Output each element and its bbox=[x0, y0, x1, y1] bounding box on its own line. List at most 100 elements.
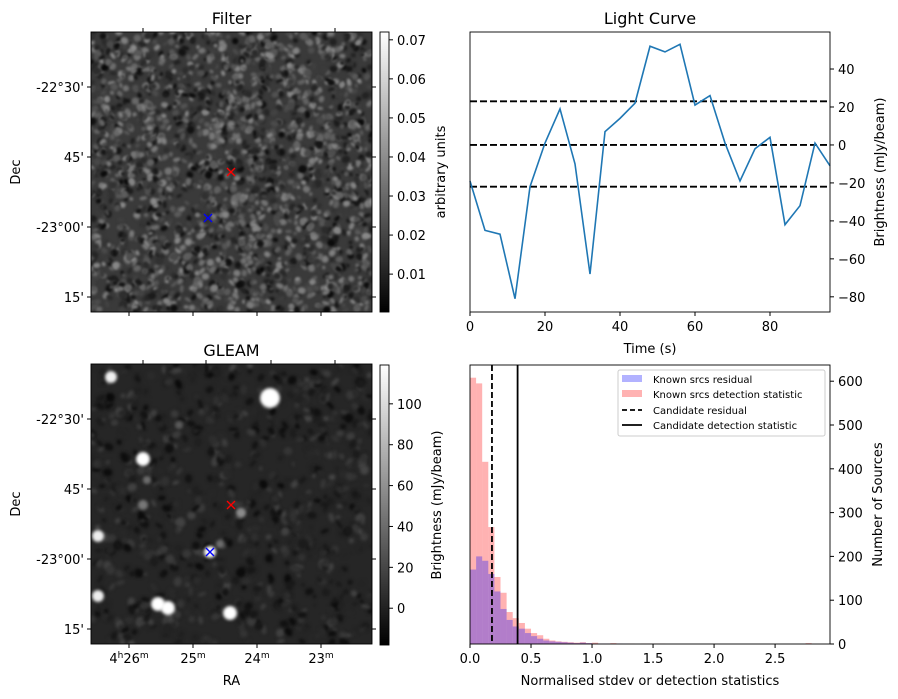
x-tick-label: 80 bbox=[762, 320, 779, 335]
y-tick-label: 0 bbox=[838, 139, 846, 154]
ra-tick-label: 24m bbox=[244, 651, 269, 667]
histogram-bar bbox=[494, 591, 501, 644]
ra-tick-label-part: 23 bbox=[308, 652, 325, 667]
ra-tick-label-part: 4 bbox=[109, 652, 117, 667]
histogram-bar bbox=[506, 612, 513, 644]
ra-tick-label-part: m bbox=[325, 651, 334, 661]
known-source-marker bbox=[205, 547, 215, 557]
x-tick-label: 2.5 bbox=[765, 652, 786, 667]
histogram-bar bbox=[470, 569, 477, 644]
dec-tick-label: -22°30' bbox=[36, 413, 84, 428]
image-axes-frame bbox=[90, 31, 373, 313]
candidate-marker bbox=[226, 167, 236, 177]
dec-axis-label: Dec bbox=[9, 159, 24, 184]
histogram-bar bbox=[555, 641, 562, 644]
colorbar-frame bbox=[379, 364, 390, 646]
y-tick-label: 40 bbox=[838, 63, 855, 78]
colorbar-label: Brightness (mJy/beam) bbox=[430, 431, 445, 580]
colorbar-tick-label: 0.06 bbox=[397, 73, 426, 88]
histogram-bar bbox=[549, 641, 556, 644]
y-tick-label: −40 bbox=[838, 215, 865, 230]
histogram-bar bbox=[567, 642, 574, 644]
gleam-colorbar bbox=[380, 365, 389, 645]
x-tick-label: 20 bbox=[537, 320, 554, 335]
histogram-bar bbox=[579, 642, 586, 644]
ra-tick-label-part: 26 bbox=[123, 652, 140, 667]
colorbar-tick-label: 0.07 bbox=[397, 34, 426, 49]
legend-box bbox=[617, 369, 826, 437]
histogram-bar bbox=[470, 377, 477, 644]
histogram-bar bbox=[518, 622, 525, 644]
histogram-bar bbox=[537, 638, 544, 644]
histogram-bar bbox=[482, 461, 489, 644]
x-axis-label: Normalised stdev or detection statistics bbox=[521, 674, 780, 689]
histogram-bar bbox=[500, 608, 507, 644]
ra-tick-label-part: m bbox=[140, 651, 149, 661]
histogram-bar bbox=[543, 640, 550, 644]
ra-tick-label-part: 25 bbox=[180, 652, 197, 667]
histogram-bar bbox=[512, 618, 519, 644]
histogram-bar bbox=[573, 642, 580, 644]
legend-entry: Known srcs detection statistic bbox=[653, 390, 802, 401]
colorbar-tick-label: 60 bbox=[397, 480, 414, 495]
histogram-bar bbox=[555, 641, 562, 644]
histogram-bar bbox=[524, 633, 532, 644]
histogram-bar bbox=[506, 619, 513, 644]
x-tick-label: 60 bbox=[687, 320, 704, 335]
x-axis-label: Time (s) bbox=[623, 342, 677, 357]
y-tick-label: 20 bbox=[838, 101, 855, 116]
colorbar-tick-label: 100 bbox=[397, 398, 422, 413]
x-tick-label: 1.5 bbox=[643, 652, 664, 667]
y-tick-label: −60 bbox=[838, 253, 865, 268]
histogram-bar bbox=[567, 642, 574, 644]
colorbar-tick-label: 40 bbox=[397, 520, 414, 535]
panel-title: Light Curve bbox=[604, 9, 696, 28]
ra-tick-label-part: h bbox=[118, 651, 124, 661]
dec-tick-label: 15' bbox=[64, 291, 84, 306]
histogram-bar bbox=[524, 628, 532, 644]
histogram-bar bbox=[500, 592, 507, 644]
dec-axis-label: Dec bbox=[9, 491, 24, 516]
colorbar-tick-label: 0.01 bbox=[397, 268, 426, 283]
histogram-bar bbox=[531, 636, 538, 644]
image-axes-frame bbox=[90, 363, 373, 645]
legend-swatch-residual bbox=[622, 375, 642, 382]
histogram-bar bbox=[512, 626, 519, 644]
histogram-axes-frame bbox=[469, 364, 831, 645]
y-axis-label: Number of Sources bbox=[871, 442, 886, 567]
colorbar-tick-label: 0.02 bbox=[397, 229, 426, 244]
y-tick-label: 100 bbox=[838, 594, 863, 609]
dec-tick-label: 15' bbox=[64, 623, 84, 638]
ra-tick-label-part: m bbox=[261, 651, 270, 661]
histogram-bar bbox=[482, 560, 489, 644]
x-tick-label: 0 bbox=[466, 320, 474, 335]
histogram-bar bbox=[561, 642, 568, 644]
y-tick-label: 200 bbox=[838, 550, 863, 565]
dec-tick-label: 45' bbox=[64, 483, 84, 498]
histogram-bar bbox=[537, 635, 544, 644]
dec-tick-label: -22°30' bbox=[36, 81, 84, 96]
ra-tick-label-part: m bbox=[197, 651, 206, 661]
y-tick-label: 600 bbox=[838, 375, 863, 390]
histogram-bar bbox=[531, 633, 538, 644]
legend-swatch-detection bbox=[622, 390, 642, 397]
ra-tick-label: 25m bbox=[180, 651, 205, 667]
y-tick-label: −20 bbox=[838, 177, 865, 192]
histogram-bar bbox=[549, 640, 556, 644]
histogram-bar bbox=[518, 628, 525, 644]
x-tick-label: 40 bbox=[612, 320, 629, 335]
histogram-bar bbox=[494, 576, 501, 644]
dec-tick-label: 45' bbox=[64, 151, 84, 166]
y-axis-label: Brightness (mJy/beam) bbox=[873, 98, 888, 247]
colorbar-tick-label: 0.04 bbox=[397, 151, 426, 166]
colorbar-tick-label: 0 bbox=[397, 602, 405, 617]
y-tick-label: 500 bbox=[838, 419, 863, 434]
colorbar-tick-label: 20 bbox=[397, 561, 414, 576]
legend-entry: Candidate residual bbox=[653, 406, 747, 417]
y-tick-label: −80 bbox=[838, 291, 865, 306]
histogram-bar bbox=[561, 641, 568, 644]
x-tick-label: 0.5 bbox=[521, 652, 542, 667]
x-tick-label: 2.0 bbox=[704, 652, 725, 667]
